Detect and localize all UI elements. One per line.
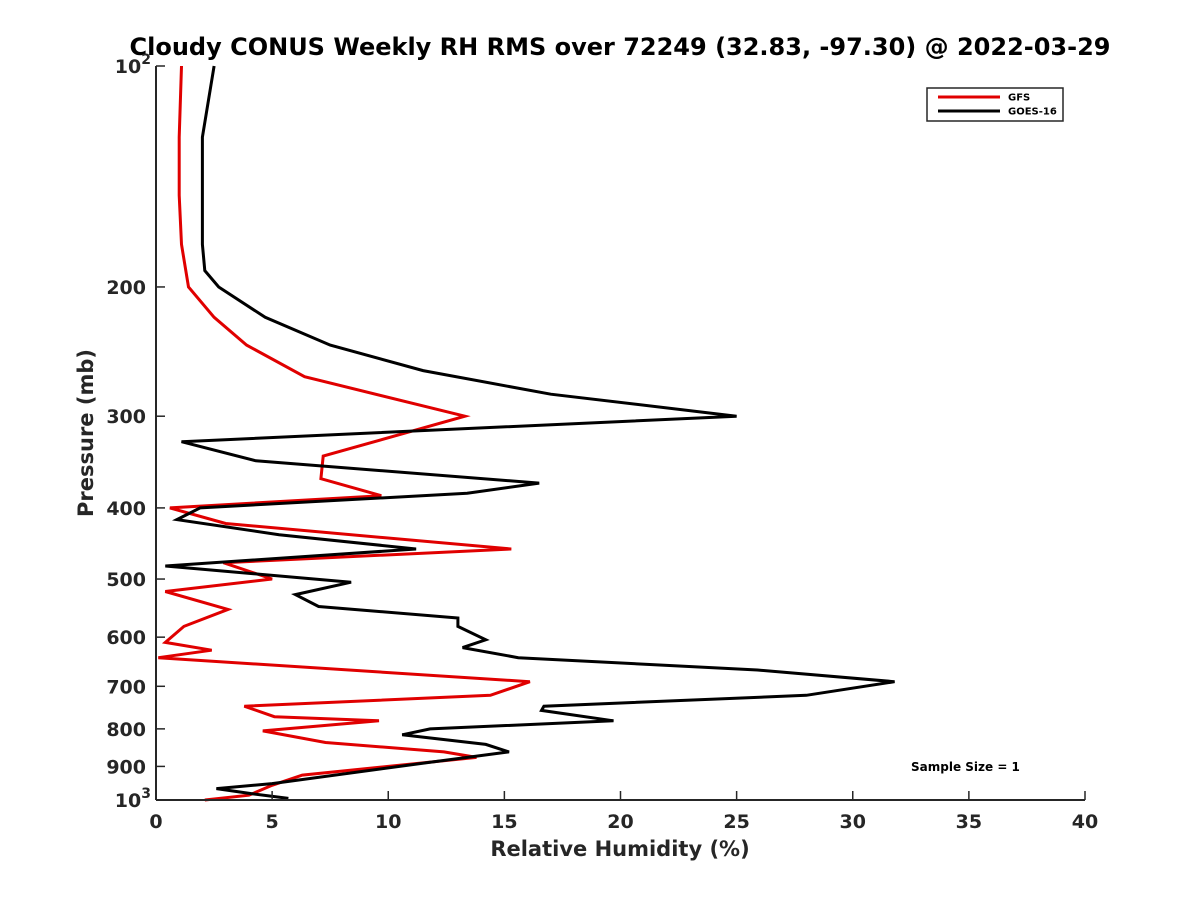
- gfs-profile-line: [158, 65, 531, 802]
- y-tick-label: 600: [106, 627, 146, 649]
- x-tick-label: 5: [266, 811, 279, 833]
- y-tick-label: 400: [106, 498, 146, 520]
- sample-size-annotation: Sample Size = 1: [911, 760, 1020, 774]
- x-tick-label: 35: [956, 811, 982, 833]
- y-axis-label: Pressure (mb): [74, 349, 98, 517]
- y-tick-label: 700: [106, 676, 146, 698]
- y-tick-base: 10: [115, 790, 141, 812]
- y-tick-exponent: 2: [141, 52, 151, 68]
- y-tick-label: 500: [106, 569, 146, 591]
- plot-lines: [158, 65, 895, 802]
- legend-box: [926, 87, 1064, 122]
- y-tick-label: 900: [106, 756, 146, 778]
- y-tick-label: 200: [106, 277, 146, 299]
- y-tick-label: 800: [106, 719, 146, 741]
- legend-label-goes16: GOES-16: [1008, 107, 1057, 118]
- x-tick-label: 10: [375, 811, 401, 833]
- x-tick-label: 20: [607, 811, 633, 833]
- goes16-profile-line: [165, 65, 895, 800]
- y-tick-exponent: 3: [141, 786, 151, 802]
- x-tick-label: 0: [149, 811, 162, 833]
- chart-title: Cloudy CONUS Weekly RH RMS over 72249 (3…: [130, 33, 1111, 61]
- y-tick-base: 10: [115, 56, 141, 78]
- y-tick-label: 300: [106, 406, 146, 428]
- x-tick-label: 15: [491, 811, 517, 833]
- x-axis-label: Relative Humidity (%): [490, 837, 749, 861]
- y-tick-label: 102: [115, 52, 151, 78]
- legend-label-gfs: GFS: [1008, 93, 1030, 104]
- legend: GFS GOES-16: [926, 87, 1064, 122]
- x-tick-label: 30: [840, 811, 866, 833]
- y-tick-label: 103: [115, 786, 151, 812]
- x-tick-label: 40: [1072, 811, 1098, 833]
- x-tick-label: 25: [723, 811, 749, 833]
- x-ticks: 0 5 10 15 20 25 30 35 40: [149, 791, 1098, 833]
